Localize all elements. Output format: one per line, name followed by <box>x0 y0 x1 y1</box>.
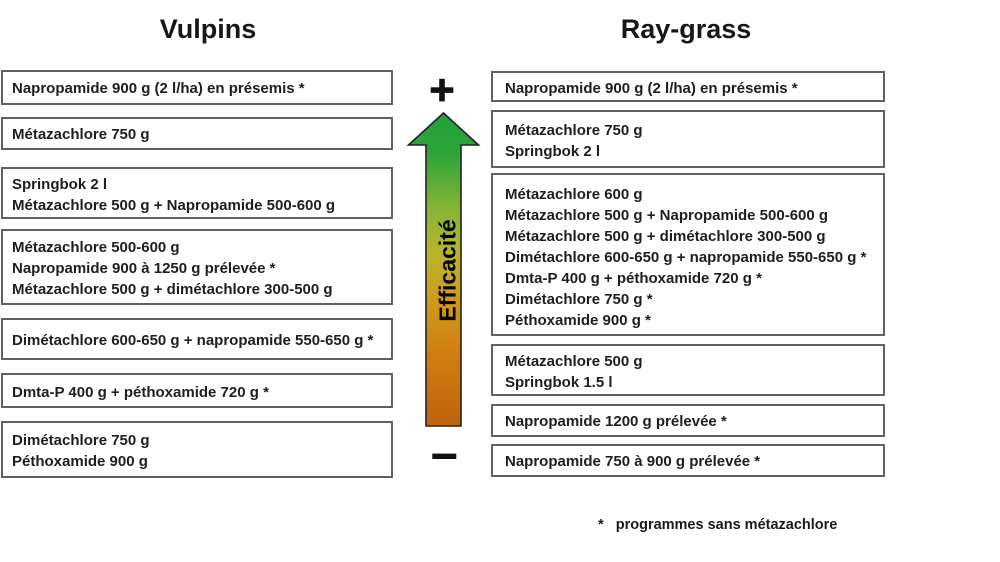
svg-text:Efficacité: Efficacité <box>435 219 461 321</box>
